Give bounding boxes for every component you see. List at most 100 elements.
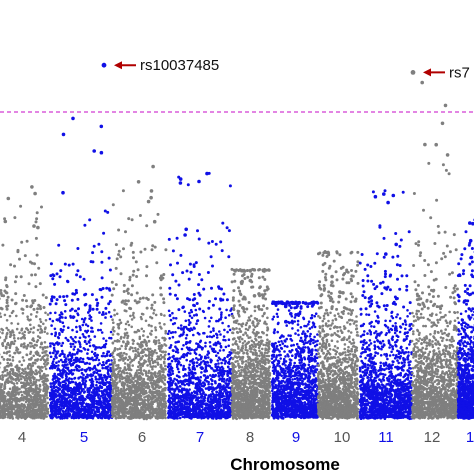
snp-point bbox=[117, 370, 120, 374]
snp-point bbox=[126, 291, 130, 295]
snp-point bbox=[67, 263, 71, 267]
snp-point bbox=[17, 412, 20, 416]
snp-point bbox=[111, 366, 114, 369]
snp-point bbox=[147, 323, 151, 327]
snp-point bbox=[45, 363, 49, 366]
snp-point bbox=[76, 297, 80, 301]
snp-point bbox=[61, 316, 64, 319]
snp-point bbox=[126, 336, 129, 340]
snp-point bbox=[79, 397, 82, 401]
snp-point bbox=[107, 256, 111, 260]
snp-point bbox=[76, 408, 79, 412]
snp-point bbox=[207, 325, 211, 328]
snp-point bbox=[126, 363, 130, 366]
snp-point bbox=[96, 409, 100, 413]
snp-point bbox=[9, 411, 12, 415]
snp-point bbox=[19, 377, 23, 381]
snp-point bbox=[159, 385, 162, 389]
snp-point bbox=[88, 414, 91, 417]
snp-point bbox=[77, 390, 81, 393]
snp-point bbox=[34, 380, 38, 384]
snp-point bbox=[159, 398, 163, 401]
snp-point bbox=[46, 385, 49, 389]
snp-point bbox=[140, 327, 144, 331]
snp-point-high bbox=[92, 149, 96, 153]
snp-point bbox=[2, 358, 6, 361]
snp-point bbox=[6, 381, 10, 384]
snp-point bbox=[177, 340, 180, 344]
snp-point bbox=[82, 320, 86, 324]
snp-point bbox=[57, 364, 60, 367]
snp-point bbox=[54, 342, 58, 345]
snp-point bbox=[226, 330, 229, 334]
snp-point bbox=[157, 339, 161, 342]
snp-point bbox=[57, 318, 61, 322]
snp-point bbox=[90, 326, 93, 330]
snp-point bbox=[2, 391, 6, 395]
snp-point bbox=[60, 344, 63, 348]
snp-point bbox=[53, 382, 56, 386]
snp-point bbox=[115, 397, 119, 401]
snp-point bbox=[130, 325, 133, 329]
snp-point bbox=[149, 397, 153, 400]
snp-point bbox=[62, 325, 66, 328]
snp-point bbox=[164, 350, 167, 354]
snp-point bbox=[27, 364, 30, 368]
snp-point bbox=[53, 377, 57, 380]
snp-point bbox=[210, 382, 213, 386]
snp-point bbox=[155, 351, 158, 355]
snp-point bbox=[138, 214, 142, 217]
snp-point bbox=[105, 286, 109, 290]
snp-point bbox=[5, 301, 9, 305]
snp-point bbox=[139, 377, 143, 380]
snp-point bbox=[58, 377, 61, 381]
snp-point bbox=[122, 351, 126, 355]
snp-point-high bbox=[136, 180, 141, 184]
snp-point bbox=[88, 398, 92, 401]
snp-point bbox=[162, 301, 166, 305]
snp-point bbox=[91, 356, 94, 360]
snp-point bbox=[67, 406, 71, 410]
snp-point bbox=[110, 372, 114, 376]
snp-point bbox=[61, 321, 65, 325]
snp-point bbox=[92, 358, 95, 362]
snp-point bbox=[139, 343, 143, 346]
snp-point bbox=[134, 349, 138, 352]
snp-point bbox=[95, 383, 98, 387]
snp-point bbox=[12, 397, 15, 401]
snp-point bbox=[6, 350, 9, 354]
snp-point bbox=[163, 388, 167, 392]
snp-point bbox=[151, 244, 155, 248]
snp-point bbox=[30, 273, 34, 277]
snp-point bbox=[121, 405, 124, 409]
snp-point bbox=[219, 344, 223, 348]
snp-point bbox=[150, 354, 154, 358]
snp-point bbox=[151, 394, 155, 397]
snp-point-high bbox=[32, 224, 36, 228]
snp-point bbox=[120, 351, 123, 355]
snp-point bbox=[147, 402, 151, 406]
snp-point bbox=[140, 401, 143, 405]
snp-point bbox=[112, 364, 115, 367]
snp-point-high bbox=[33, 191, 37, 196]
snp-point bbox=[46, 396, 49, 400]
snp-point bbox=[149, 365, 153, 368]
snp-point bbox=[126, 399, 130, 403]
snp-point bbox=[11, 359, 15, 362]
snp-point bbox=[39, 368, 42, 371]
snp-point bbox=[73, 345, 76, 349]
snp-point bbox=[208, 341, 212, 344]
snp-point bbox=[149, 347, 152, 351]
snp-point bbox=[0, 384, 3, 388]
snp-point bbox=[67, 326, 70, 330]
snp-point bbox=[80, 317, 84, 321]
snp-point bbox=[91, 251, 95, 255]
snp-point bbox=[63, 299, 67, 303]
snp-point bbox=[164, 406, 167, 410]
snp-point bbox=[64, 303, 68, 307]
snp-point bbox=[132, 269, 136, 273]
snp-point bbox=[156, 404, 160, 408]
snp-point bbox=[46, 401, 50, 405]
snp-point bbox=[22, 294, 26, 297]
snp-point bbox=[92, 371, 96, 374]
